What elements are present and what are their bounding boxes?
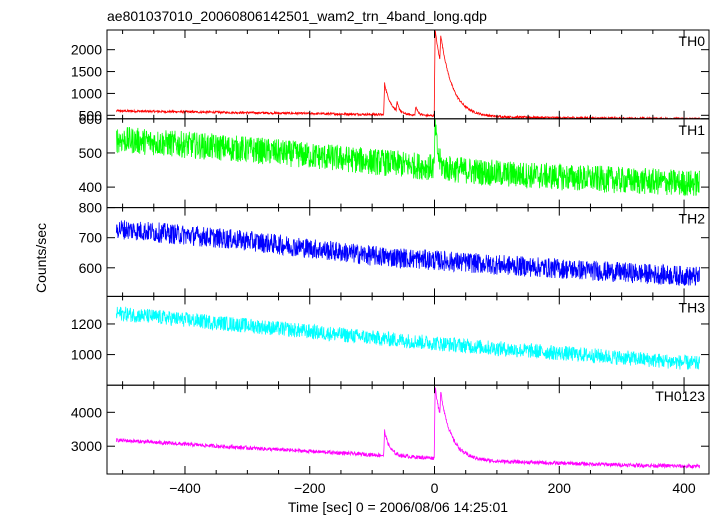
y-tick-label: 600 <box>79 260 103 276</box>
panel-label: TH3 <box>679 299 706 315</box>
panel-th1: 400 500 600 TH1 <box>79 111 710 209</box>
y-tick-label: 1200 <box>71 316 102 332</box>
series-line-th3 <box>115 306 701 370</box>
y-tick-label: 600 <box>79 111 103 127</box>
panel-th2: 600 700 800 TH2 <box>79 200 710 297</box>
x-tick-label: 0 <box>431 480 439 496</box>
panel-label: TH0123 <box>655 388 705 404</box>
x-tick-label: −200 <box>294 480 326 496</box>
panel-frame <box>106 207 710 297</box>
y-tick-label: 800 <box>79 200 103 216</box>
y-tick-label: 3000 <box>71 438 102 454</box>
x-tick-label: 200 <box>548 480 572 496</box>
panel-th3: 1000 1200 TH3 <box>71 295 710 386</box>
y-tick-label: 4000 <box>71 404 102 420</box>
x-tick-label: −400 <box>169 480 201 496</box>
panel-label: TH2 <box>679 211 706 227</box>
panel-th0123: 3000 4000 TH0123 <box>71 384 710 475</box>
y-axis-label: Counts/sec <box>33 223 49 293</box>
y-tick-label: 1500 <box>71 64 102 80</box>
panel-th0: 500 1000 1500 2000 TH0 <box>71 29 710 123</box>
chart-title: ae801037010_20060806142501_wam2_trn_4ban… <box>107 8 487 24</box>
panel-frame <box>106 29 710 120</box>
y-tick-label: 400 <box>79 179 103 195</box>
y-tick-label: 500 <box>79 145 103 161</box>
x-tick-label: 400 <box>672 480 696 496</box>
series-line-th0123 <box>115 387 701 470</box>
panel-frame <box>106 384 710 475</box>
y-tick-label: 2000 <box>71 42 102 58</box>
y-tick-label: 500 <box>79 107 103 123</box>
series-line-th0 <box>115 30 700 119</box>
y-tick-label: 1000 <box>71 347 102 363</box>
series-line-th1 <box>115 118 701 197</box>
y-tick-label: 700 <box>79 230 103 246</box>
panel-label: TH0 <box>679 33 706 49</box>
series-line-th2 <box>115 220 701 287</box>
y-tick-label: 1000 <box>71 85 102 101</box>
x-axis-label: Time [sec] 0 = 2006/08/06 14:25:01 <box>288 499 508 515</box>
panels-group: 500100015002000TH0400500600TH1600700800T… <box>71 29 710 496</box>
panel-label: TH1 <box>679 122 706 138</box>
